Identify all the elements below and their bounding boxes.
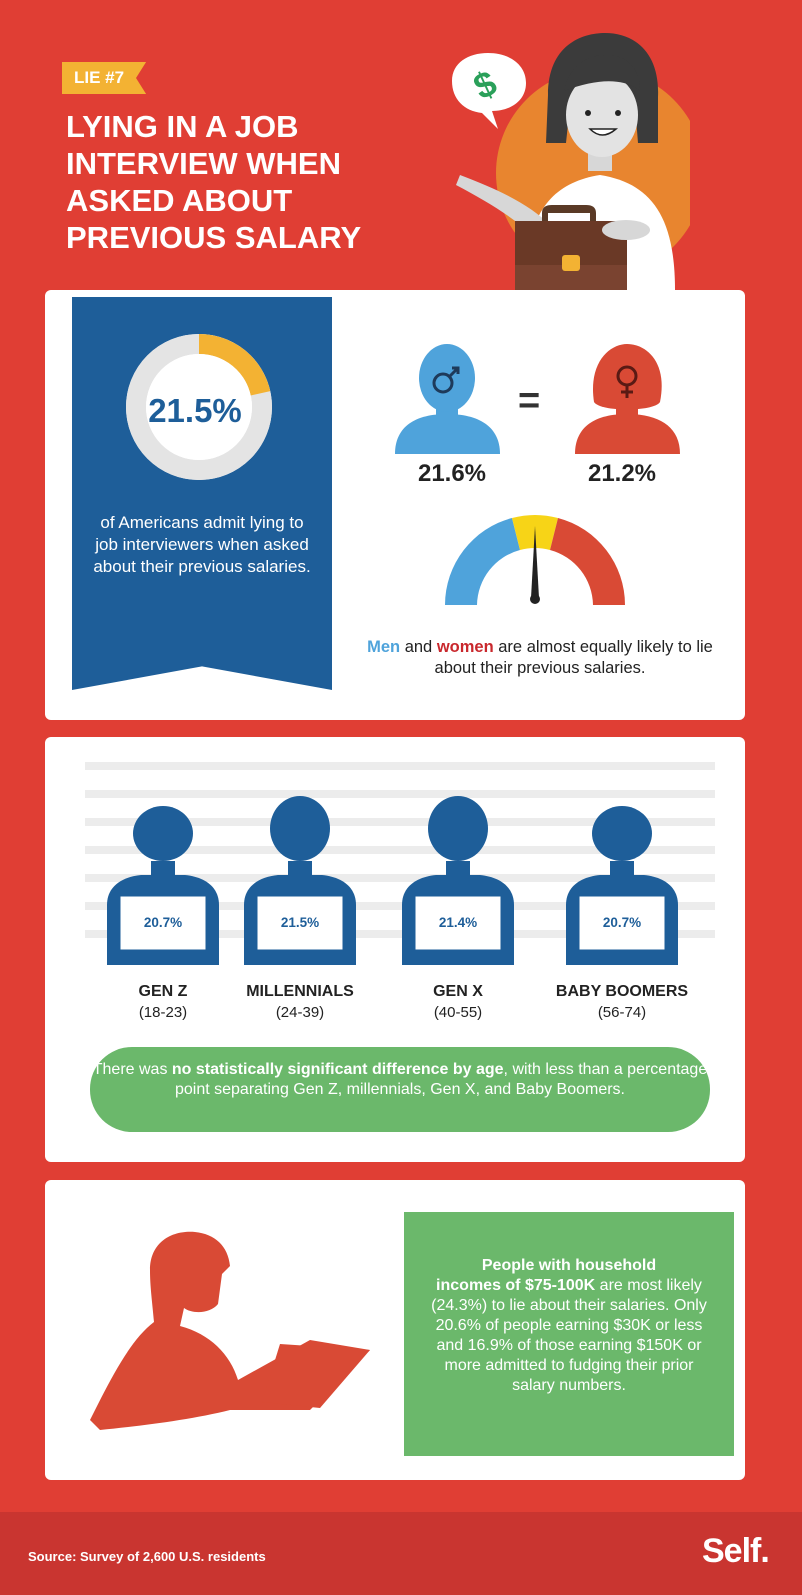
footer-bar xyxy=(0,1512,802,1595)
page-title: LYING IN A JOB INTERVIEW WHEN ASKED ABOU… xyxy=(66,109,362,255)
men-percent: 21.6% xyxy=(417,460,487,487)
gender-gauge xyxy=(445,515,625,605)
source-text: Source: Survey of 2,600 U.S. residents xyxy=(28,1549,266,1564)
lineup-stripe xyxy=(85,790,715,798)
lineup-stripe xyxy=(85,846,715,854)
overall-percent: 21.5% xyxy=(148,392,242,429)
women-percent: 21.2% xyxy=(587,460,657,487)
generation-figure xyxy=(238,796,362,970)
person-silhouette xyxy=(244,796,356,965)
person-silhouette xyxy=(566,806,678,965)
generation-figure xyxy=(560,806,684,970)
generation-label: BABY BOOMERS xyxy=(555,983,689,1000)
income-note: People with household incomes of $75-100… xyxy=(404,1212,734,1456)
generation-figure xyxy=(396,796,520,970)
generation-age-range: (24-39) xyxy=(275,1004,325,1021)
lineup-stripe xyxy=(85,874,715,882)
gender-note: Men and women are almost equally likely … xyxy=(367,638,713,677)
person-silhouette xyxy=(402,796,514,965)
age-note: There was no statistically significant d… xyxy=(90,1047,710,1132)
overall-donut-chart xyxy=(126,334,272,480)
generation-percent: 20.7% xyxy=(143,915,183,930)
generation-percent: 21.4% xyxy=(438,915,478,930)
self-logo: Self. xyxy=(702,1532,770,1570)
generation-label: GEN X xyxy=(433,983,483,1000)
women-word: women xyxy=(436,638,494,656)
male-person-icon xyxy=(395,344,500,454)
equals-sign: = xyxy=(518,380,541,422)
generation-label: MILLENNIALS xyxy=(246,983,354,1000)
person-with-laptop-silhouette xyxy=(90,1231,370,1430)
generation-percent: 21.5% xyxy=(280,915,320,930)
woman-with-briefcase-illustration: $ xyxy=(452,33,690,307)
person-silhouette xyxy=(107,806,219,965)
female-person-icon xyxy=(575,344,680,454)
gauge-needle xyxy=(531,526,539,598)
lineup-stripe xyxy=(85,762,715,770)
generation-percent: 20.7% xyxy=(602,915,642,930)
lie-number-badge: LIE #7 xyxy=(62,62,147,94)
generation-label: GEN Z xyxy=(138,983,188,1000)
generation-age-range: (56-74) xyxy=(597,1004,647,1021)
generation-age-range: (18-23) xyxy=(138,1004,188,1021)
donut-arc-segment xyxy=(126,334,272,480)
men-word: Men xyxy=(367,638,401,656)
overall-description: of Americans admit lying to job intervie… xyxy=(93,513,311,576)
lineup-stripe xyxy=(85,902,715,910)
generation-age-range: (40-55) xyxy=(433,1004,483,1021)
lineup-stripe xyxy=(85,818,715,826)
lineup-stripe xyxy=(85,930,715,938)
generation-figure xyxy=(101,806,225,970)
